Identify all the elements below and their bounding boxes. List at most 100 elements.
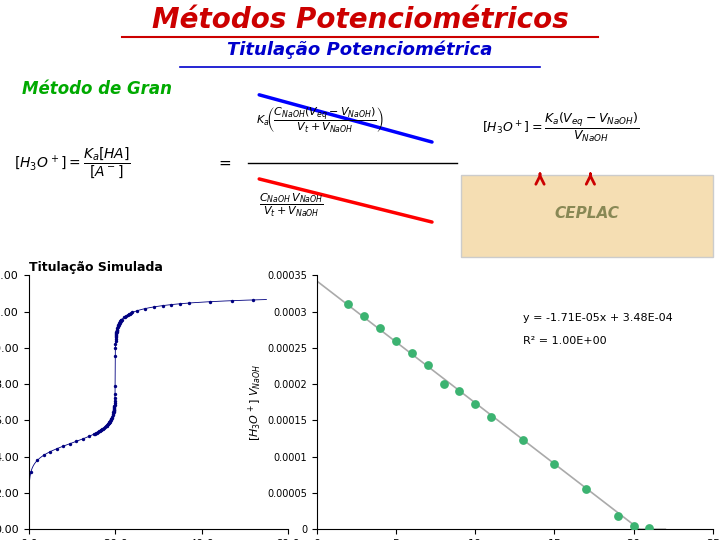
Point: [438, 380, 449, 388]
Point: [105, 415, 117, 424]
Point: [100, 422, 112, 431]
Point: [131, 307, 143, 315]
Point: [108, 406, 120, 415]
Point: [111, 326, 122, 334]
Point: [92, 428, 104, 436]
Point: [112, 324, 123, 333]
Point: [248, 295, 259, 304]
Point: [96, 426, 107, 434]
Point: [485, 413, 497, 421]
Point: [111, 329, 122, 338]
Point: [105, 416, 117, 424]
Text: R² = 1.00E+00: R² = 1.00E+00: [523, 336, 606, 346]
Point: [101, 421, 112, 430]
Point: [644, 524, 655, 533]
Text: $\dfrac{C_{NaOH}\,V_{NaOH}}{V_t+V_{NaOH}}$: $\dfrac{C_{NaOH}\,V_{NaOH}}{V_t+V_{NaOH}…: [259, 192, 324, 219]
Point: [106, 414, 117, 423]
Point: [106, 413, 117, 422]
Point: [107, 413, 118, 421]
Point: [109, 397, 120, 406]
Point: [110, 333, 122, 342]
Point: [89, 429, 101, 438]
Point: [95, 426, 107, 435]
Point: [115, 316, 127, 325]
Point: [51, 444, 63, 453]
Point: [612, 512, 624, 521]
Point: [64, 440, 76, 448]
Point: [108, 408, 120, 416]
Point: [114, 317, 126, 326]
Point: [111, 327, 122, 336]
Point: [103, 418, 114, 427]
Point: [454, 387, 465, 396]
Point: [108, 406, 120, 414]
Point: [104, 417, 116, 426]
Point: [628, 522, 639, 531]
Point: [110, 332, 122, 340]
Point: [111, 327, 122, 335]
Point: [93, 427, 104, 436]
Point: [109, 399, 120, 407]
Point: [549, 460, 560, 468]
Point: [90, 429, 102, 437]
Point: [374, 324, 386, 333]
Point: [120, 311, 132, 320]
Point: [111, 328, 122, 337]
Point: [109, 343, 121, 352]
Point: [114, 319, 125, 328]
Point: [98, 423, 109, 432]
Point: [125, 309, 137, 318]
Point: [99, 423, 111, 431]
Point: [109, 381, 121, 390]
Point: [107, 411, 118, 420]
Point: [174, 300, 186, 308]
Point: [109, 400, 120, 409]
Point: [110, 330, 122, 339]
Point: [107, 410, 119, 418]
Point: [157, 301, 168, 310]
Point: [113, 320, 125, 328]
Text: $K_a\!\left(\dfrac{C_{NaOH}(V_{eq}-V_{NaOH})}{V_t+V_{NaOH}}\right)$: $K_a\!\left(\dfrac{C_{NaOH}(V_{eq}-V_{Na…: [256, 105, 384, 134]
Point: [110, 336, 122, 345]
Point: [96, 425, 108, 434]
Point: [359, 312, 370, 320]
Point: [226, 296, 238, 305]
Point: [114, 319, 125, 327]
Point: [84, 432, 95, 441]
Text: $[H_3O^+] = \dfrac{K_a[HA]}{[A^-]}$: $[H_3O^+] = \dfrac{K_a[HA]}{[A^-]}$: [14, 145, 131, 180]
Text: $[H_3O^+] = \dfrac{K_a(V_{eq}-V_{NaOH})}{V_{NaOH}}$: $[H_3O^+] = \dfrac{K_a(V_{eq}-V_{NaOH})}…: [482, 111, 639, 144]
Text: y = -1.71E-05x + 3.48E-04: y = -1.71E-05x + 3.48E-04: [523, 313, 672, 323]
Point: [580, 485, 592, 494]
Point: [45, 447, 56, 456]
Point: [469, 400, 481, 409]
Point: [71, 437, 82, 445]
Point: [102, 420, 114, 428]
Point: [108, 407, 120, 416]
Point: [118, 313, 130, 322]
Point: [104, 418, 115, 427]
Point: [166, 300, 177, 309]
Point: [108, 404, 120, 413]
Point: [112, 321, 124, 330]
Point: [103, 419, 114, 428]
Point: [125, 309, 136, 318]
Point: [112, 323, 123, 332]
Point: [114, 318, 126, 326]
Point: [116, 316, 127, 325]
Text: Titulação Simulada: Titulação Simulada: [29, 261, 163, 274]
Point: [390, 336, 402, 345]
Point: [113, 320, 125, 329]
Point: [127, 308, 138, 317]
Point: [114, 318, 125, 327]
Text: Titulação Potenciométrica: Titulação Potenciométrica: [228, 40, 492, 59]
Point: [91, 428, 102, 437]
Point: [140, 304, 151, 313]
Point: [108, 407, 120, 415]
Point: [109, 339, 121, 348]
Point: [109, 394, 121, 403]
Point: [115, 316, 127, 325]
Point: [111, 326, 122, 335]
Text: $=$: $=$: [216, 155, 232, 170]
Point: [517, 436, 528, 444]
Point: [204, 298, 216, 306]
